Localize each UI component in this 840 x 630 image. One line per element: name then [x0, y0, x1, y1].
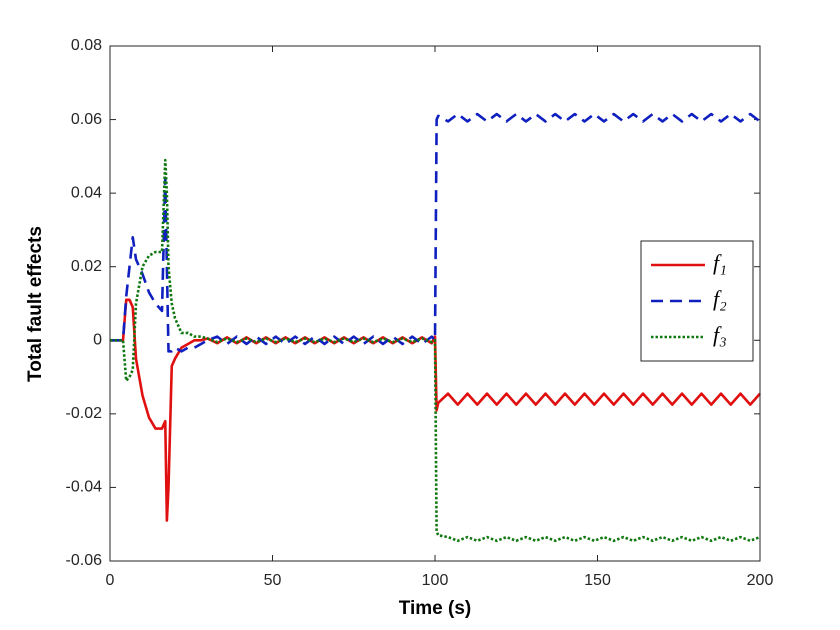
legend-label: f₂: [713, 286, 727, 311]
y-tick-label: 0.06: [71, 111, 102, 128]
x-tick-label: 150: [584, 572, 611, 589]
x-axis-label: Time (s): [399, 598, 472, 619]
legend-label: f₃: [713, 322, 727, 347]
y-tick-label: 0: [93, 332, 102, 349]
y-tick-label: 0.04: [71, 184, 102, 201]
legend-label: f₁: [713, 250, 727, 275]
series-line: [110, 112, 761, 353]
y-tick-label: 0.02: [71, 258, 102, 275]
axes-box: [109, 45, 761, 562]
x-tick-label: 200: [747, 572, 774, 589]
x-tick-label: 100: [422, 572, 449, 589]
y-tick-label: -0.02: [66, 405, 103, 422]
x-tick-label: 50: [264, 572, 282, 589]
y-tick-label: -0.06: [66, 552, 103, 569]
x-tick-label: 0: [106, 572, 115, 589]
series-line: [110, 158, 761, 543]
y-tick-label: -0.04: [66, 479, 103, 496]
y-axis-label: Total fault effects: [25, 226, 46, 382]
y-tick-label: 0.08: [71, 37, 102, 54]
